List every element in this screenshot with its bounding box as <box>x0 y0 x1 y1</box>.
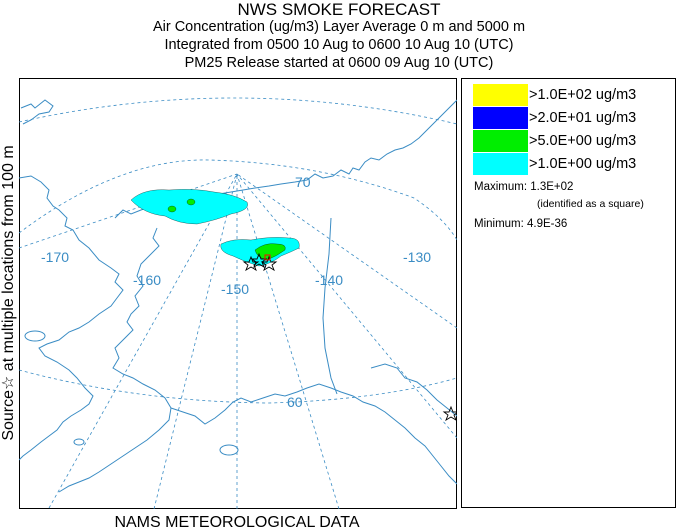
yukon-coast <box>370 363 457 417</box>
lon-label-140: -140 <box>315 272 343 288</box>
smoke-plume-west <box>130 189 248 225</box>
plume-central-green <box>254 243 286 261</box>
lat-line-60 <box>19 369 457 404</box>
st-matthew-island <box>73 438 85 446</box>
lon-line-160 <box>48 173 238 509</box>
chukotka-coast <box>19 175 124 461</box>
islands <box>24 330 239 456</box>
plume-west-green-2 <box>186 198 196 206</box>
lat-label-60: 60 <box>287 394 303 410</box>
legend-swatch-green <box>473 130 528 152</box>
minimum-value: Minimum: 4.9E-36 <box>474 218 568 230</box>
legend-label-2: >2.0E+01 ug/m3 <box>529 110 637 126</box>
lon-line-120 <box>236 173 457 329</box>
source-markers <box>242 252 457 422</box>
legend-swatch-yellow <box>473 84 528 106</box>
lat-line-80 <box>19 97 457 125</box>
gulf-of-alaska-coast <box>170 383 457 485</box>
longitude-grid <box>19 173 457 509</box>
western-alaska-coast <box>58 227 172 493</box>
subtitle-integration: Integrated from 0500 10 Aug to 0600 10 A… <box>164 37 514 53</box>
maximum-value: Maximum: 1.3E+02 <box>474 181 574 193</box>
lon-label-170: -170 <box>41 249 69 265</box>
subtitle-concentration: Air Concentration (ug/m3) Layer Average … <box>152 19 526 35</box>
lon-line-170 <box>19 173 238 249</box>
maximum-note: (identified as a square) <box>537 198 644 210</box>
legend-swatch-blue <box>473 107 528 129</box>
subtitle-release: PM25 Release started at 0600 09 Aug 10 (… <box>184 55 494 71</box>
smoke-plume-central <box>220 237 300 267</box>
legend-label-1: >1.0E+02 ug/m3 <box>529 87 637 103</box>
grid-labels: -170 -160 -150 -140 -130 70 60 <box>41 174 431 410</box>
source-star-2 <box>250 252 268 269</box>
latitude-grid <box>19 97 457 404</box>
plume-west-cyan <box>130 189 248 225</box>
legend-swatch-cyan <box>473 153 528 175</box>
map-frame <box>19 78 457 509</box>
source-label-text: Source☆ at multiple locations from 100 m <box>0 145 17 441</box>
lon-label-160: -160 <box>133 272 161 288</box>
lon-label-130: -130 <box>403 249 431 265</box>
canada-border <box>322 217 338 395</box>
plume-west-green-1 <box>167 205 177 213</box>
st-lawrence-island <box>24 330 46 342</box>
source-side-label: Source☆ at multiple locations from 100 m <box>0 78 18 508</box>
wrangel-coast <box>20 99 54 125</box>
lon-line-140 <box>236 173 340 509</box>
lon-label-150: -150 <box>221 281 249 297</box>
legend-panel: >1.0E+02 ug/m3 >2.0E+01 ug/m3 >5.0E+00 u… <box>461 78 676 508</box>
legend-label-4: >1.0E+00 ug/m3 <box>529 156 637 172</box>
lat-label-70: 70 <box>295 174 311 190</box>
map-panel: -170 -160 -150 -140 -130 70 60 <box>19 78 457 509</box>
kodiak-island <box>219 444 239 456</box>
maximum-square <box>264 254 271 261</box>
source-star-3 <box>260 255 278 272</box>
meteorological-data-label: NAMS METEOROLOGICAL DATA <box>114 514 360 531</box>
legend-label-3: >5.0E+00 ug/m3 <box>529 133 637 149</box>
map-title: NWS SMOKE FORECAST <box>237 0 441 19</box>
source-star-4 <box>442 405 457 422</box>
lat-line-70 <box>19 159 457 241</box>
